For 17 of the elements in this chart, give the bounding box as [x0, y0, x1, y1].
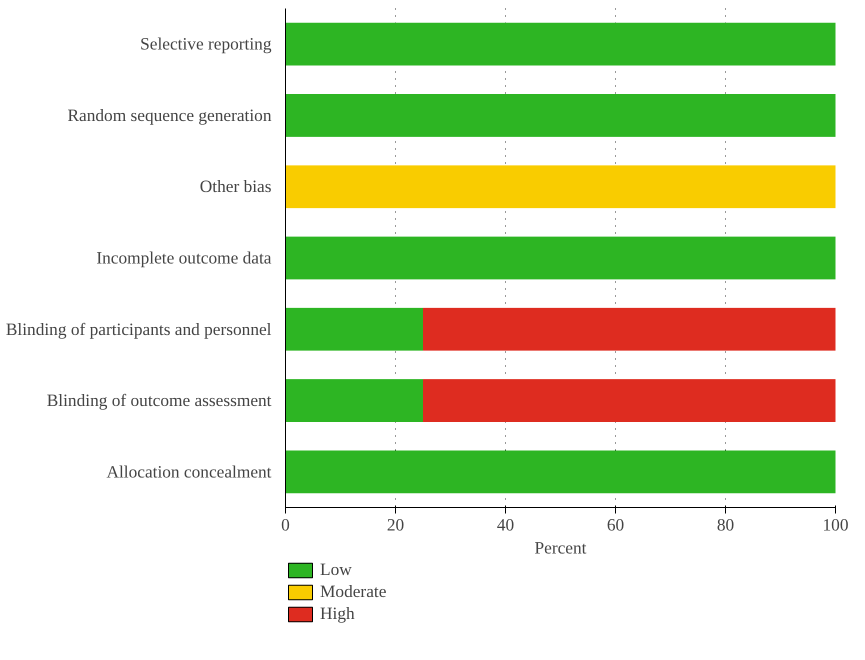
y-tick-label: Other bias — [200, 177, 272, 196]
y-tick-label: Incomplete outcome data — [96, 248, 272, 268]
legend-label: Moderate — [320, 582, 386, 602]
legend-label: High — [320, 604, 355, 624]
y-tick-label: Selective reporting — [140, 34, 272, 54]
x-tick-label: 20 — [386, 516, 404, 534]
x-axis-title: Percent — [534, 538, 587, 558]
x-tick-label: 60 — [606, 516, 624, 534]
y-tick-label: Allocation concealment — [106, 462, 272, 482]
x-tick-label: 40 — [496, 516, 514, 534]
y-tick-label: Blinding of outcome assessment — [46, 391, 272, 410]
x-tick-label: 80 — [716, 516, 734, 534]
y-tick-label: Random sequence generation — [67, 106, 272, 125]
y-tick-label: Blinding of participants and personnel — [6, 320, 272, 339]
legend-label: Low — [320, 560, 352, 580]
x-tick-label: 0 — [281, 516, 290, 534]
x-tick-label: 100 — [822, 516, 849, 534]
